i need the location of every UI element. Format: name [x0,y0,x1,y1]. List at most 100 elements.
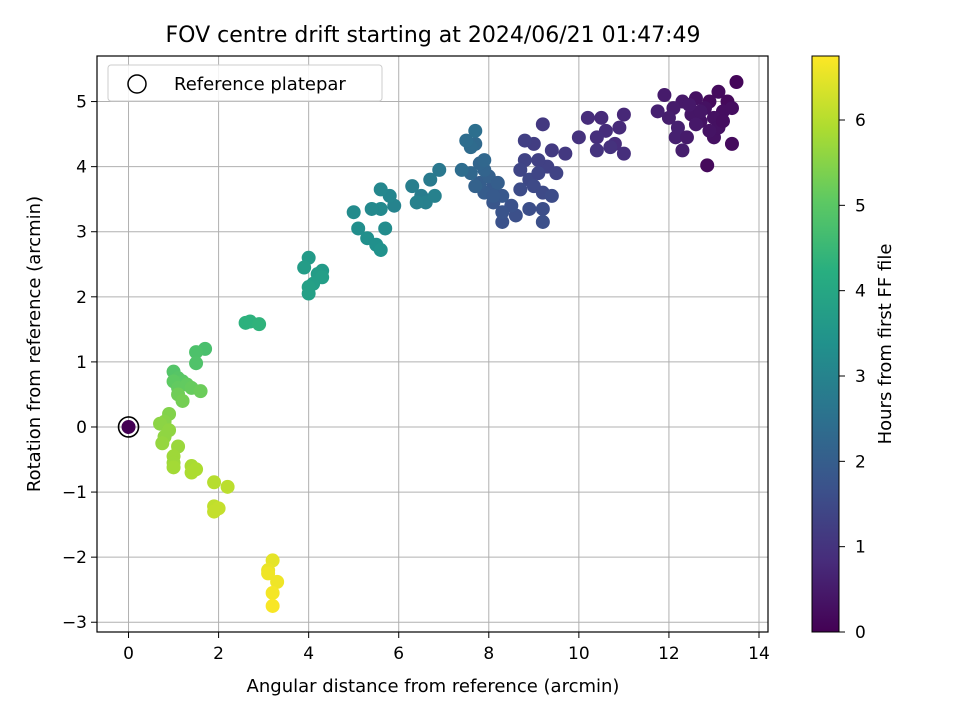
data-point [193,384,208,399]
data-point [220,479,235,494]
data-point [589,143,604,158]
x-tick-label: 6 [393,644,404,664]
data-point [729,75,744,90]
data-point [155,436,170,451]
data-point [373,182,388,197]
grid-lines [97,56,768,632]
data-point [693,104,708,119]
data-point [513,162,528,177]
data-point [486,188,501,203]
data-points [117,75,744,613]
data-point [207,504,222,519]
data-point [616,107,631,122]
data-point [207,475,222,490]
data-point [409,195,424,210]
data-point [351,221,366,236]
data-point [668,130,683,145]
colorbar-tick-label: 6 [855,111,866,131]
legend-marker-reference [127,74,147,94]
data-point [715,114,730,129]
reference-platepar-marker [117,416,140,438]
x-tick-label: 10 [568,644,590,664]
x-tick-label: 4 [303,644,314,664]
data-point [490,175,505,190]
data-point [603,140,618,155]
data-point [432,162,447,177]
data-point [468,179,483,194]
data-point [121,419,136,434]
data-point [657,88,672,103]
data-point [252,317,267,332]
data-point [580,110,595,125]
data-point [679,130,694,145]
data-point [427,188,442,203]
data-point [724,136,739,151]
x-tick-label: 2 [213,644,224,664]
data-point [423,172,438,187]
colorbar-label: Hours from first FF file [875,244,896,445]
colorbar-tick-label: 5 [855,196,866,216]
data-point [166,460,181,475]
data-point [711,84,726,99]
data-point [175,393,190,408]
colorbar: 0 1 2 3 4 5 6 Hours from first FF file [811,55,896,643]
data-point [531,166,546,181]
x-axis-label: Angular distance from reference (arcmin) [247,676,620,697]
data-point [265,585,280,600]
chart-title: FOV centre drift starting at 2024/06/21 … [166,23,701,48]
data-point [544,143,559,158]
data-point [297,260,312,275]
data-point [468,123,483,138]
data-point [378,221,393,236]
y-tick-label: 4 [76,158,87,178]
data-point [616,146,631,161]
y-tick-label: 0 [76,418,87,438]
data-point [301,286,316,301]
x-tick-label: 8 [483,644,494,664]
colorbar-tick-label: 3 [855,367,866,387]
data-point [571,130,586,145]
x-tick-label: 12 [658,644,680,664]
data-point [612,120,627,135]
data-point [589,130,604,145]
y-tick-label: −1 [62,483,87,503]
data-point [346,205,361,220]
data-point [517,133,532,148]
data-point [531,153,546,168]
data-point [373,242,388,257]
data-point [364,201,379,216]
data-point [184,465,199,480]
y-tick-label: 2 [76,288,87,308]
data-point [535,201,550,216]
y-tick-label: 5 [76,93,87,113]
data-point [702,123,717,138]
x-tick-label: 0 [123,644,134,664]
y-tick-label: −3 [62,613,87,633]
data-point [454,162,469,177]
colorbar-tick-label: 2 [855,452,866,472]
data-point [189,345,204,360]
data-point [688,117,703,132]
y-tick-label: 3 [76,223,87,243]
legend: Reference platepar [107,64,383,102]
data-point [189,356,204,371]
legend-entry-reference: Reference platepar [174,74,346,95]
colorbar-tick-label: 1 [855,538,866,558]
y-axis-ticks: −3 −2 −1 0 1 2 3 4 5 [62,93,97,633]
data-point [495,214,510,229]
data-point [270,574,285,589]
data-point [594,110,609,125]
y-axis-label: Rotation from reference (arcmin) [24,196,45,492]
y-tick-label: −2 [62,548,87,568]
data-point [459,133,474,148]
colorbar-gradient [811,55,840,633]
data-point [650,104,665,119]
data-point [265,598,280,613]
data-point [535,117,550,132]
data-point [405,179,420,194]
data-point [477,153,492,168]
colorbar-tick-label: 0 [855,623,866,643]
data-point [544,188,559,203]
colorbar-tick-label: 4 [855,282,866,302]
